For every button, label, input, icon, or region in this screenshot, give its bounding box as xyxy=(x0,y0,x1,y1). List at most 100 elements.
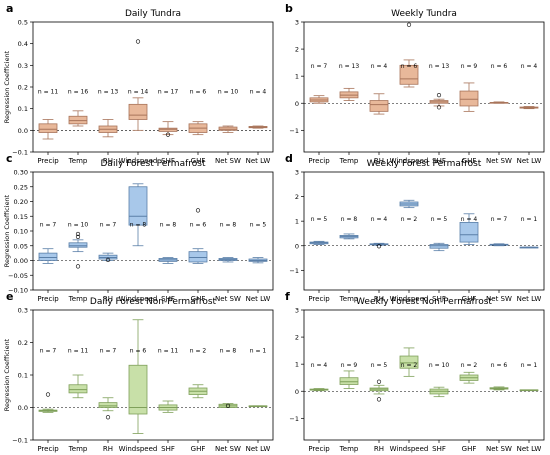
x-tick-label: Temp xyxy=(68,295,88,303)
x-tick-label: GHF xyxy=(462,295,477,303)
y-tick-label: 2 xyxy=(295,46,299,54)
n-label: n = 11 xyxy=(38,89,58,96)
x-tick-label: SHF xyxy=(432,295,446,303)
box-ghf: n = 9 GHF xyxy=(459,63,479,165)
y-tick-label: 3 xyxy=(295,307,299,315)
n-label: n = 6 xyxy=(190,222,207,229)
x-tick-label: SHF xyxy=(161,445,175,453)
x-tick-label: SHF xyxy=(161,295,175,303)
box-net-lw: n = 4 Net LW xyxy=(517,63,542,165)
n-label: n = 8 xyxy=(130,222,147,229)
x-tick-label: Windspeed xyxy=(390,157,429,165)
outlier-point xyxy=(225,403,231,408)
box-iqr xyxy=(38,123,58,133)
box-temp: n = 8 Temp xyxy=(339,216,359,303)
x-tick-label: Net SW xyxy=(486,295,512,303)
box-net-lw: n = 1 Net LW xyxy=(246,347,271,453)
box-shf: n = 11 SHF xyxy=(158,347,178,453)
n-label: n = 7 xyxy=(40,222,57,229)
outlier-point xyxy=(436,105,442,110)
y-tick-label: 0 xyxy=(295,242,299,250)
y-tick-label: 1 xyxy=(295,218,299,226)
y-tick-label: 1 xyxy=(295,73,299,81)
n-label: n = 4 xyxy=(371,63,388,70)
box-precip: n = 5 Precip xyxy=(308,216,330,303)
x-tick-label: Net SW xyxy=(215,157,241,165)
x-tick-label: RH xyxy=(103,157,113,165)
box-rh: n = 7 RH xyxy=(98,347,118,453)
outlier-point xyxy=(376,244,382,249)
box-net-lw: n = 1 Net LW xyxy=(517,216,542,303)
n-label: n = 8 xyxy=(160,222,177,229)
n-label: n = 2 xyxy=(190,347,207,354)
x-tick-label: Temp xyxy=(68,157,88,165)
n-label: n = 2 xyxy=(401,216,418,223)
box-net-sw: n = 6 Net SW xyxy=(486,362,512,453)
x-tick-label: Windspeed xyxy=(390,445,429,453)
n-label: n = 10 xyxy=(218,89,238,96)
box-temp: n = 11 Temp xyxy=(68,347,89,453)
outlier-point xyxy=(376,379,382,384)
outlier-point xyxy=(436,93,442,98)
y-tick-label: −0.1 xyxy=(12,149,28,157)
y-tick-label: 0.0 xyxy=(18,127,28,135)
box-precip: n = 7 Precip xyxy=(37,222,59,303)
outlier-point xyxy=(75,234,81,239)
box-rh: n = 4 RH xyxy=(369,63,389,165)
y-tick-label: −0.1 xyxy=(12,437,28,445)
y-tick-label: 1 xyxy=(295,361,299,369)
n-label: n = 7 xyxy=(491,216,508,223)
x-tick-label: Net LW xyxy=(517,157,542,165)
x-tick-label: RH xyxy=(103,295,113,303)
outlier-point xyxy=(406,22,412,27)
box-iqr xyxy=(38,252,58,261)
box-iqr xyxy=(459,90,479,107)
x-tick-label: Precip xyxy=(37,295,59,303)
box-iqr xyxy=(459,221,479,243)
y-tick-label: 2 xyxy=(295,334,299,342)
outlier-point xyxy=(376,397,382,402)
n-label: n = 2 xyxy=(461,362,478,369)
y-tick-label: −1 xyxy=(289,415,299,423)
panel-letter: a xyxy=(6,2,13,15)
n-label: n = 6 xyxy=(491,362,508,369)
x-tick-label: GHF xyxy=(191,445,206,453)
n-label: n = 1 xyxy=(521,362,538,369)
x-tick-label: RH xyxy=(374,157,384,165)
n-label: n = 9 xyxy=(341,362,358,369)
x-tick-label: Windspeed xyxy=(119,157,158,165)
x-tick-label: Net SW xyxy=(215,295,241,303)
y-tick-label: 0.1 xyxy=(18,105,28,113)
y-tick-label: 0.2 xyxy=(18,339,28,347)
box-shf: n = 17 SHF xyxy=(158,89,178,166)
n-label: n = 4 xyxy=(521,63,538,70)
box-precip: n = 7 Precip xyxy=(37,347,59,453)
box-precip: n = 7 Precip xyxy=(308,63,330,165)
x-tick-label: RH xyxy=(374,445,384,453)
y-tick-label: 0.15 xyxy=(14,213,28,221)
box-ghf: n = 6 GHF xyxy=(188,89,208,165)
panel-title: Weekly Forest Non-Permafrost xyxy=(356,297,492,307)
panel-title: Weekly Tundra xyxy=(391,9,457,19)
axes-frame xyxy=(32,309,274,441)
x-tick-label: Net LW xyxy=(246,295,271,303)
y-tick-label: 3 xyxy=(295,19,299,27)
y-tick-label: 0.30 xyxy=(14,169,28,177)
x-tick-label: Net LW xyxy=(517,295,542,303)
panel-letter: e xyxy=(6,290,13,303)
n-label: n = 14 xyxy=(128,89,148,96)
box-rh: n = 4 RH xyxy=(369,216,389,303)
y-tick-label: 3 xyxy=(295,169,299,177)
panel-title: Daily Forest Non-Permafrost xyxy=(90,297,217,307)
box-iqr xyxy=(128,186,148,226)
outlier-point xyxy=(195,208,201,213)
n-label: n = 13 xyxy=(98,89,118,96)
y-tick-label: 2 xyxy=(295,193,299,201)
box-windspeed: n = 14 Windspeed xyxy=(119,39,158,165)
box-iqr xyxy=(98,402,118,408)
outlier-point xyxy=(45,392,51,397)
box-temp: n = 16 Temp xyxy=(68,89,89,166)
x-tick-label: SHF xyxy=(432,445,446,453)
panel-letter: c xyxy=(6,152,13,165)
n-label: n = 8 xyxy=(220,222,237,229)
